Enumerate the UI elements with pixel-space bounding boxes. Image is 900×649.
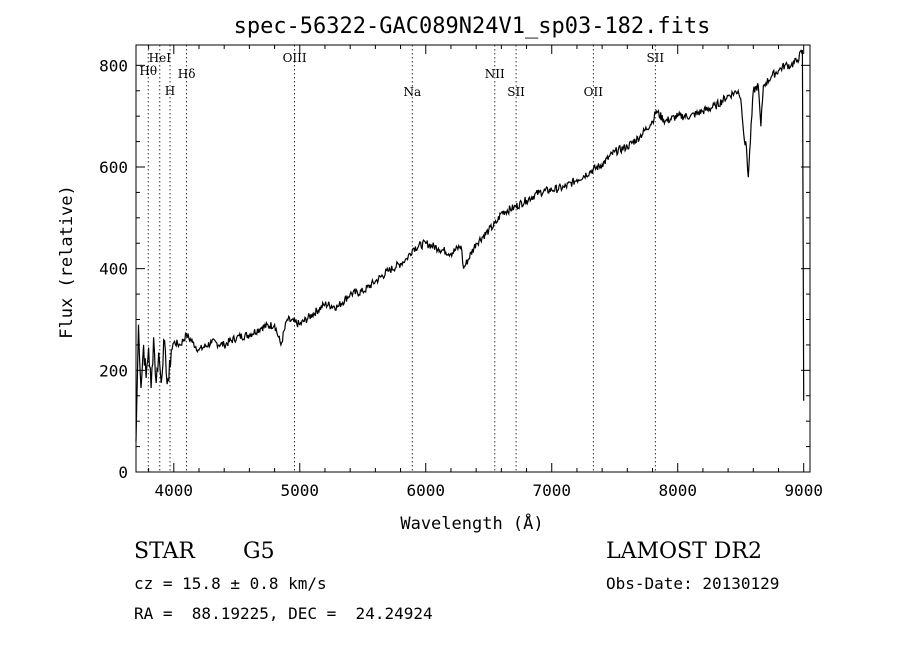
object-class: STAR — [134, 539, 195, 564]
x-tick-label: 5000 — [281, 481, 320, 500]
x-tick-label: 9000 — [784, 481, 823, 500]
emission-line-label: SII — [646, 51, 664, 65]
plot-frame — [135, 44, 811, 473]
emission-line-label: NII — [485, 67, 505, 81]
survey-name: LAMOST DR2 — [606, 539, 762, 564]
axis-ticks: 4000 5000 6000 7000 8000 9000 0 200 400 600 800 — [99, 45, 823, 500]
coordinates: RA = 88.19225, DEC = 24.24924 — [134, 604, 433, 623]
object-subclass: G5 — [243, 539, 275, 564]
x-tick-label: 7000 — [532, 481, 571, 500]
chart-title: spec-56322-GAC089N24V1_sp03-182.fits — [234, 14, 711, 39]
x-tick-label: 4000 — [155, 481, 194, 500]
observation-date: Obs-Date: 20130129 — [606, 574, 780, 593]
emission-line-label: SII — [507, 85, 525, 99]
emission-line-label: OII — [584, 85, 604, 99]
x-tick-label: 8000 — [658, 481, 697, 500]
y-tick-label: 200 — [99, 361, 128, 380]
y-tick-label: 400 — [99, 260, 128, 279]
emission-line-label: HeI — [149, 51, 172, 65]
emission-line-label: H — [165, 84, 175, 98]
redshift-value: cz = 15.8 ± 0.8 km/s — [134, 574, 327, 593]
y-tick-label: 0 — [118, 463, 128, 482]
y-axis-label: Flux (relative) — [57, 185, 77, 339]
x-tick-label: 6000 — [406, 481, 445, 500]
emission-line-label: Hθ — [139, 64, 157, 78]
x-axis-label: Wavelength (Å) — [400, 512, 543, 534]
y-tick-label: 600 — [99, 158, 128, 177]
emission-line-label: Hδ — [178, 67, 196, 81]
emission-line-label: Na — [403, 85, 421, 99]
spectrum-series-line — [135, 49, 805, 442]
y-tick-label: 800 — [99, 56, 128, 75]
emission-line-label: OIII — [283, 51, 307, 65]
